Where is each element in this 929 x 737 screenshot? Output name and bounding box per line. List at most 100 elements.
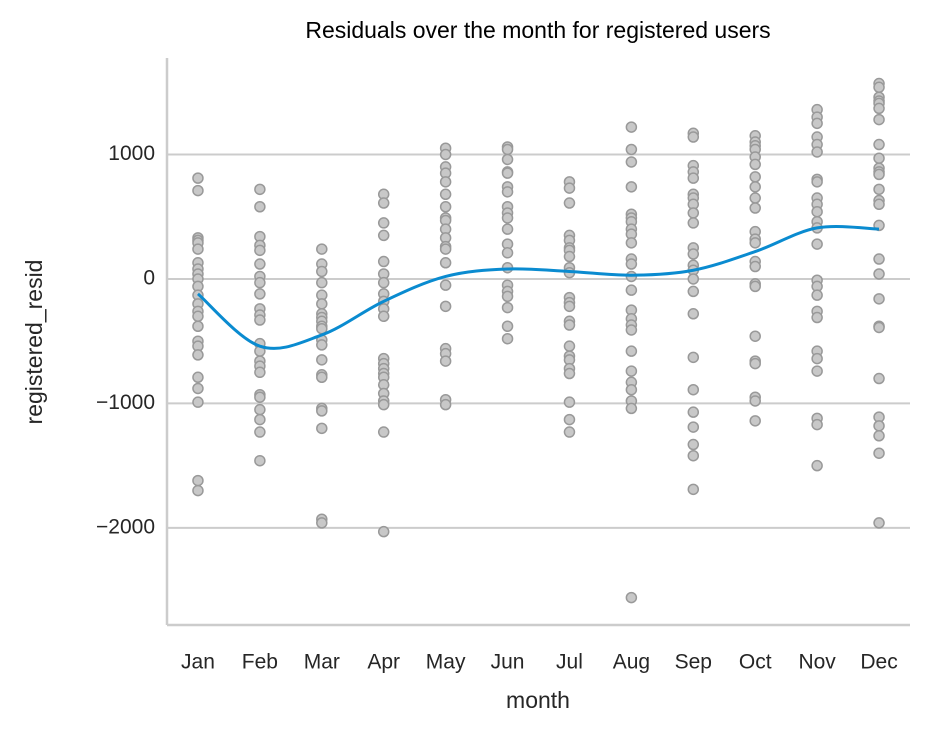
point	[625, 121, 638, 133]
point	[316, 371, 328, 384]
point	[254, 366, 266, 379]
chart-title: Residuals over the month for registered …	[305, 17, 770, 43]
point	[873, 430, 885, 442]
point	[749, 171, 761, 183]
point	[811, 289, 823, 301]
point	[687, 438, 700, 451]
point	[501, 301, 514, 314]
point	[811, 146, 823, 158]
point	[254, 314, 266, 326]
point	[873, 198, 885, 211]
point	[377, 197, 390, 209]
point	[811, 238, 823, 250]
point	[811, 365, 823, 377]
point	[563, 413, 576, 426]
x-tick-label: Nov	[798, 651, 836, 674]
point	[254, 454, 266, 467]
point	[316, 276, 328, 289]
point	[749, 192, 761, 204]
point	[873, 420, 885, 432]
point	[316, 243, 328, 255]
x-axis-label: month	[506, 687, 570, 713]
point	[192, 396, 204, 408]
point	[377, 229, 390, 242]
point	[625, 237, 638, 249]
point	[749, 395, 761, 407]
point	[316, 422, 328, 435]
point	[501, 212, 514, 224]
point	[563, 340, 576, 352]
trend-line	[196, 225, 880, 350]
point	[687, 172, 700, 184]
point	[687, 217, 700, 229]
point	[873, 138, 885, 151]
point	[873, 183, 885, 196]
point	[873, 168, 885, 181]
point	[192, 484, 204, 497]
point	[687, 383, 700, 396]
point	[439, 257, 452, 269]
point	[501, 320, 514, 333]
point	[563, 300, 576, 313]
point	[501, 153, 514, 166]
point	[316, 517, 328, 529]
point	[254, 426, 266, 438]
point	[377, 255, 390, 268]
point	[316, 354, 328, 366]
point	[625, 143, 638, 156]
x-tick-label: Jun	[491, 651, 525, 674]
point	[687, 273, 700, 285]
point	[811, 459, 823, 472]
point	[625, 591, 638, 604]
point	[687, 483, 700, 496]
point	[811, 117, 823, 130]
point	[563, 182, 576, 194]
point	[873, 447, 885, 459]
point	[873, 152, 885, 164]
point	[254, 288, 266, 300]
point	[563, 250, 576, 263]
point	[192, 320, 204, 333]
point	[749, 415, 761, 427]
point	[563, 426, 576, 438]
point	[873, 113, 885, 126]
point	[254, 391, 266, 403]
point	[192, 371, 204, 384]
point	[873, 293, 885, 305]
x-tick-label: Sep	[675, 651, 712, 674]
point	[811, 311, 823, 324]
point	[873, 517, 885, 529]
x-tick-label: Oct	[739, 651, 772, 674]
point	[439, 188, 452, 201]
point	[749, 330, 761, 342]
point	[873, 372, 885, 385]
point	[687, 285, 700, 298]
point	[687, 449, 700, 462]
point	[811, 352, 823, 365]
point	[749, 260, 761, 273]
point	[439, 398, 452, 411]
point	[563, 367, 576, 380]
point	[192, 382, 204, 395]
point	[563, 197, 576, 209]
point	[625, 365, 638, 377]
x-tick-label: May	[426, 651, 466, 674]
point	[439, 176, 452, 188]
point	[254, 276, 266, 289]
point	[625, 402, 638, 415]
point	[377, 426, 390, 438]
point	[687, 406, 700, 418]
point	[501, 290, 514, 303]
point	[254, 201, 266, 213]
point	[873, 253, 885, 265]
point	[873, 81, 885, 94]
point	[501, 247, 514, 259]
point	[316, 298, 328, 310]
point	[501, 143, 514, 156]
point	[439, 148, 452, 161]
x-tick-label: Mar	[304, 651, 340, 674]
point	[192, 243, 204, 255]
point	[811, 418, 823, 431]
point	[377, 310, 390, 323]
